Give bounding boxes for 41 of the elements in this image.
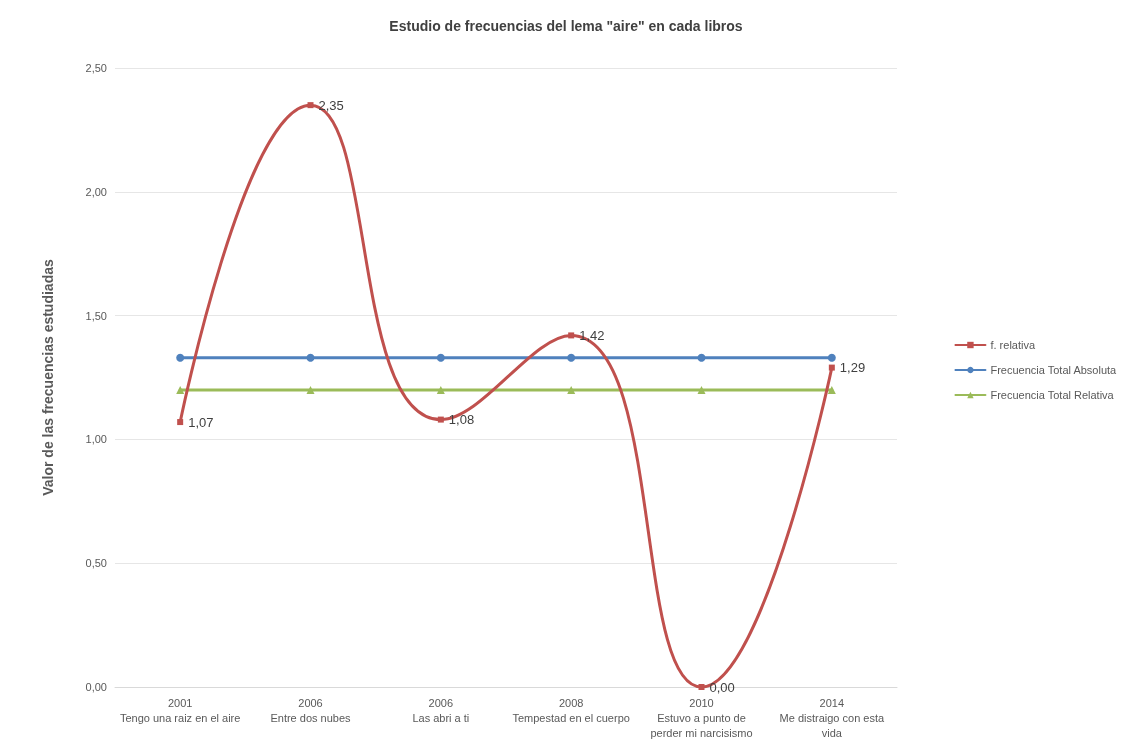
data-label: 1,08 [448,412,475,428]
x-tick-label: 2006 Las abri a ti [412,696,470,724]
legend-label: Frecuencia Total Absoluta [990,364,1118,376]
x-tick-label: 2008 Tempestad en el cuerpo [512,696,630,724]
point [827,353,836,362]
legend-label: Frecuencia Total Relativa [990,389,1115,401]
point [828,364,835,371]
x-tick-label: 2014 Me distraigo con esta vida [779,696,885,739]
point [568,332,575,339]
data-label: 1,07 [188,414,214,430]
point [437,416,444,423]
point [567,385,576,394]
y-tick-label: 2,50 [85,62,107,74]
point [436,353,445,362]
point [176,385,185,394]
point [698,684,705,690]
data-label: 2,35 [318,97,344,113]
point [176,353,185,362]
point [307,102,314,109]
point [177,419,184,426]
point [697,353,706,362]
y-tick-label: 1,00 [85,433,107,446]
y-tick-label: 0,00 [85,681,107,693]
data-label: 0,00 [709,679,735,695]
data-label: 1,29 [839,360,866,376]
y-tick-label: 0,50 [85,557,107,570]
y-tick-label: 2,00 [85,185,107,198]
point [567,353,576,362]
x-tick-label: 2001 Tengo una raiz en el aire [119,696,241,724]
y-axis-title: Valor de las frecuencias estudiadas [40,259,56,496]
y-tick-label: 1,50 [85,309,107,322]
data-label: 1,42 [579,327,605,343]
point [306,353,315,362]
x-tick-label: 2006 Entre dos nubes [270,696,352,724]
chart-title: Estudio de frecuencias del lema "aire" en cada libros [389,18,743,34]
x-tick-label: 2010 Estuvo a punto de perder mi narcisismo [650,696,753,739]
legend-label: f. relativa [990,339,1036,351]
point [827,385,836,394]
point [306,385,315,394]
point [697,385,706,394]
point [436,385,445,394]
